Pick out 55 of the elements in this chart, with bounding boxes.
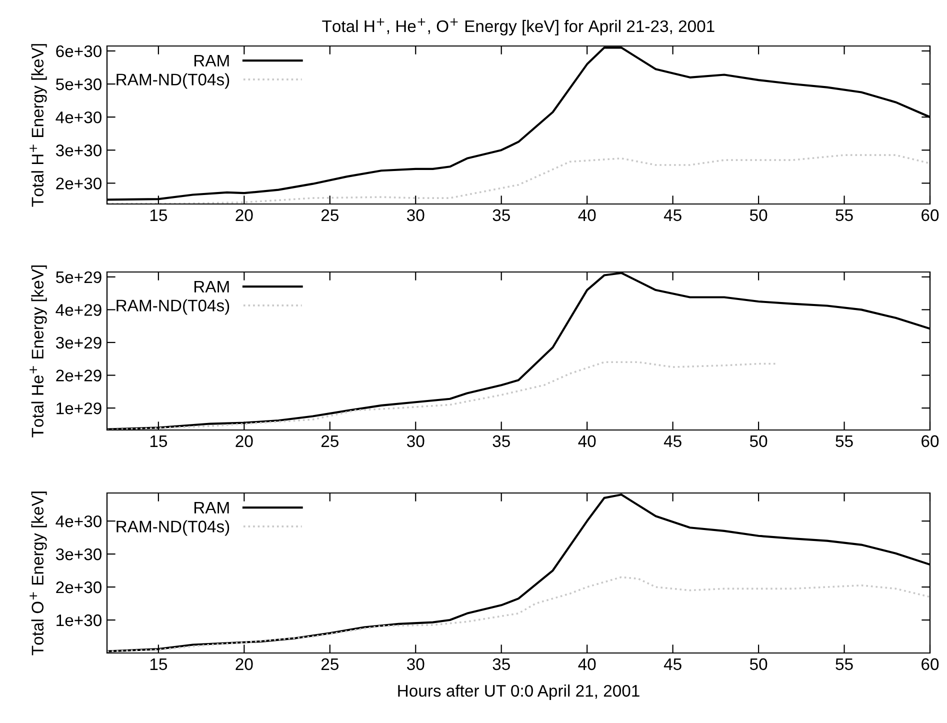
x-tick-label: 20: [236, 435, 253, 448]
legend-label: RAM: [194, 54, 229, 66]
y-tick-label: 4e+30: [56, 111, 102, 124]
chart-title: Total H$^{+}$, He$^{+}$, O$^{+}$ Energy [keV] for April 21-23, 2001: [322, 18, 714, 36]
x-tick-label: 15: [150, 435, 168, 448]
x-tick-label: 30: [406, 658, 424, 670]
x-tick-label: 35: [492, 209, 510, 222]
x-tick-label: 25: [321, 658, 338, 670]
y-axis-title: Total O$^{+}$ Energy [keV]: [30, 492, 47, 656]
x-tick-label: 35: [492, 435, 510, 448]
x-tick-label: 25: [321, 435, 338, 448]
x-tick-label: 50: [750, 435, 768, 448]
y-tick-label: 3e+30: [56, 548, 102, 560]
y-tick-label: 2e+30: [56, 178, 102, 190]
y-tick-label: 5e+30: [56, 78, 102, 90]
x-tick-label: 50: [750, 209, 768, 222]
x-tick-label: 15: [150, 209, 168, 222]
x-tick-label: 45: [664, 658, 682, 670]
legend-label: RAM-ND(T04s): [116, 299, 230, 315]
y-axis-title: Total He$^{+}$ Energy [keV]: [30, 266, 47, 438]
y-tick-label: 1e+29: [56, 402, 102, 414]
y-tick-label: 2e+30: [56, 581, 102, 594]
x-tick-label: 55: [836, 209, 853, 222]
legend-label: RAM: [194, 280, 229, 292]
x-tick-label: 40: [578, 209, 596, 222]
y-tick-label: 5e+29: [56, 271, 102, 284]
x-tick-label: 25: [321, 209, 338, 222]
x-tick-label: 30: [406, 435, 424, 448]
x-tick-label: 15: [150, 658, 168, 670]
legend-label: RAM-ND(T04s): [116, 520, 230, 536]
x-tick-label: 60: [922, 209, 939, 222]
y-tick-label: 6e+30: [56, 45, 102, 58]
x-tick-label: 30: [406, 209, 424, 222]
x-tick-label: 55: [836, 658, 853, 670]
x-tick-label: 20: [236, 209, 253, 222]
y-tick-label: 3e+30: [56, 144, 102, 156]
legend-label: RAM: [194, 502, 229, 514]
x-tick-label: 60: [922, 658, 939, 670]
x-axis-title: Hours after UT 0:0 April 21, 2001: [398, 684, 640, 700]
x-tick-label: 55: [836, 435, 853, 448]
x-tick-label: 50: [750, 658, 768, 670]
y-tick-label: 4e+30: [56, 515, 102, 528]
y-tick-label: 4e+29: [56, 304, 102, 316]
x-tick-label: 60: [922, 435, 939, 448]
x-tick-label: 20: [236, 658, 253, 670]
legend-label: RAM-ND(T04s): [116, 73, 230, 89]
y-axis-title: Total H$^{+}$ Energy [keV]: [30, 44, 47, 207]
x-tick-label: 40: [578, 658, 596, 670]
y-tick-label: 2e+29: [56, 370, 102, 382]
x-tick-label: 40: [578, 435, 596, 448]
y-tick-label: 3e+29: [56, 336, 102, 349]
y-tick-label: 1e+30: [56, 614, 102, 626]
x-tick-label: 45: [664, 435, 682, 448]
x-tick-label: 45: [664, 209, 682, 222]
x-tick-label: 35: [492, 658, 510, 670]
